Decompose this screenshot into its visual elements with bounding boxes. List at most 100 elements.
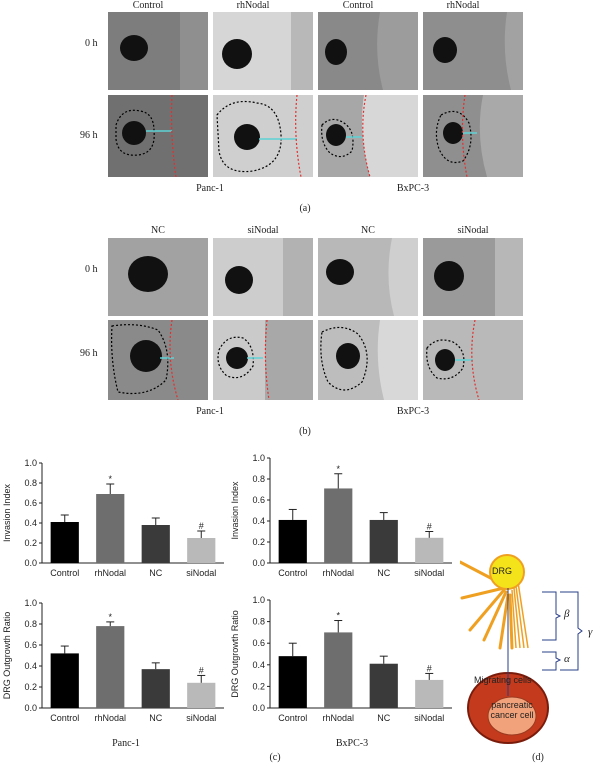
- col-header-a-2: rhNodal: [236, 0, 270, 11]
- micrograph-b-nc-panc1-0h: [108, 238, 208, 316]
- bar: [369, 519, 398, 563]
- bar-chart-c2: 0.0 0.2 0.4 0.6 0.8 1.0 Invasion Index Control *…: [230, 453, 452, 578]
- x-tick-label: Control: [278, 713, 307, 723]
- y-tick-label: 0.4: [252, 660, 265, 670]
- alpha-label: α: [564, 653, 570, 665]
- group-label-a-bxpc3: BxPC-3: [396, 183, 430, 194]
- bar: [187, 682, 216, 708]
- migrating-cells-label: Migrating cells: [474, 675, 532, 685]
- gamma-label: γ: [588, 626, 593, 638]
- bar: [278, 656, 307, 708]
- y-tick-label: 0.8: [252, 474, 265, 484]
- micrograph-a-rhnodal-bxpc3-0h: [423, 12, 523, 90]
- significance-mark: *: [108, 474, 112, 484]
- y-tick-label: 0.8: [24, 619, 37, 629]
- col-header-b-2: siNodal: [247, 225, 279, 236]
- y-axis-label: DRG Outgrowth Ratio: [2, 612, 12, 700]
- y-tick-label: 1.0: [252, 595, 265, 605]
- y-tick-label: 1.0: [252, 453, 265, 463]
- cancer-cell-label-1: pancreatic: [491, 700, 533, 710]
- y-tick-label: 0.0: [252, 703, 265, 713]
- y-tick-label: 0.2: [252, 681, 265, 691]
- x-tick-label: NC: [377, 713, 390, 723]
- drg-label: DRG: [492, 566, 512, 576]
- bar: [187, 538, 216, 563]
- bar: [369, 663, 398, 708]
- bar: [50, 653, 79, 708]
- significance-mark: #: [199, 521, 204, 531]
- x-tick-label: siNodal: [414, 568, 444, 578]
- significance-mark: #: [199, 665, 204, 675]
- group-label-b-bxpc3: BxPC-3: [396, 406, 430, 417]
- drg-schematic: [460, 554, 583, 744]
- micrograph-b-nc-bxpc3-96h: [318, 320, 418, 400]
- y-tick-label: 0.4: [252, 516, 265, 526]
- micrograph-b-sinodal-panc1-0h: [213, 238, 313, 316]
- x-tick-label: rhNodal: [94, 713, 126, 723]
- x-tick-label: siNodal: [186, 713, 216, 723]
- bar-chart-c4: 0.0 0.2 0.4 0.6 0.8 1.0 DRG Outgrowth Ratio Con…: [230, 595, 452, 723]
- micrograph-a-control-panc1-0h: [108, 12, 208, 90]
- col-header-b-3: NC: [361, 225, 375, 236]
- row-label-a-0h: 0 h: [85, 38, 98, 49]
- x-tick-label: NC: [149, 713, 162, 723]
- bar: [324, 488, 353, 563]
- bar: [96, 494, 125, 563]
- x-tick-label: Control: [278, 568, 307, 578]
- group-label-b-panc1: Panc-1: [196, 406, 224, 417]
- col-header-a-1: Control: [132, 0, 164, 11]
- x-tick-label: siNodal: [414, 713, 444, 723]
- y-tick-label: 0.0: [252, 558, 265, 568]
- panel-label-d: (d): [532, 752, 544, 763]
- col-header-b-4: siNodal: [457, 225, 489, 236]
- panel-label-a: (a): [299, 203, 311, 214]
- micrograph-b-sinodal-bxpc3-0h: [423, 238, 523, 316]
- micrograph-b-sinodal-bxpc3-96h: [423, 320, 523, 400]
- beta-label: β: [564, 608, 570, 620]
- micrograph-a-rhnodal-panc1-0h: [213, 12, 313, 90]
- x-tick-label: Control: [50, 568, 79, 578]
- x-tick-label: rhNodal: [322, 713, 354, 723]
- x-tick-label: siNodal: [186, 568, 216, 578]
- y-tick-label: 0.8: [24, 478, 37, 488]
- bar: [415, 537, 444, 563]
- drg-ganglion: [489, 554, 525, 590]
- y-tick-label: 0.0: [24, 703, 37, 713]
- bar: [141, 669, 170, 708]
- significance-mark: #: [427, 663, 432, 673]
- y-tick-label: 1.0: [24, 598, 37, 608]
- micrograph-b-nc-bxpc3-0h: [318, 238, 418, 316]
- bar-chart-c3: 0.0 0.2 0.4 0.6 0.8 1.0 DRG Outgrowth Ratio Con…: [2, 598, 224, 723]
- significance-mark: #: [427, 522, 432, 532]
- group-label-c-bxpc3: BxPC-3: [335, 738, 369, 749]
- y-tick-label: 0.6: [252, 495, 265, 505]
- y-tick-label: 0.4: [24, 518, 37, 528]
- y-tick-label: 0.2: [252, 537, 265, 547]
- col-header-a-4: rhNodal: [446, 0, 480, 11]
- micrograph-a-control-panc1-96h: [108, 95, 208, 177]
- y-tick-label: 0.6: [252, 638, 265, 648]
- group-label-c-panc1: Panc-1: [112, 738, 140, 749]
- x-tick-label: rhNodal: [322, 568, 354, 578]
- micrograph-a-rhnodal-bxpc3-96h: [423, 95, 523, 177]
- y-tick-label: 0.6: [24, 498, 37, 508]
- panel-label-c: (c): [269, 752, 281, 763]
- x-tick-label: rhNodal: [94, 568, 126, 578]
- micrograph-a-rhnodal-panc1-96h: [213, 95, 313, 177]
- cancer-cell-core: [487, 696, 537, 736]
- significance-mark: *: [336, 464, 340, 474]
- micrograph-b-sinodal-panc1-96h: [213, 320, 313, 400]
- panel-label-b: (b): [299, 426, 311, 437]
- y-tick-label: 1.0: [24, 458, 37, 468]
- bar: [324, 632, 353, 708]
- row-label-b-96h: 96 h: [80, 348, 98, 359]
- significance-mark: *: [108, 612, 112, 622]
- y-tick-label: 0.2: [24, 682, 37, 692]
- bar: [415, 679, 444, 708]
- cancer-cell-label-2: cancer cell: [490, 710, 534, 720]
- bar: [141, 525, 170, 563]
- y-tick-label: 0.0: [24, 558, 37, 568]
- y-tick-label: 0.8: [252, 617, 265, 627]
- x-tick-label: NC: [149, 568, 162, 578]
- col-header-b-1: NC: [151, 225, 165, 236]
